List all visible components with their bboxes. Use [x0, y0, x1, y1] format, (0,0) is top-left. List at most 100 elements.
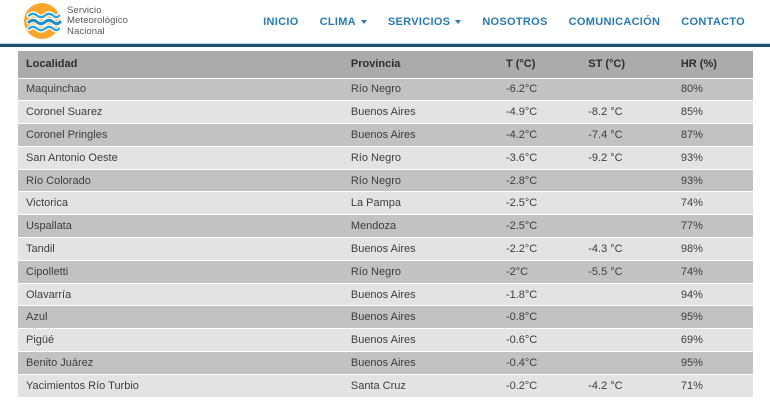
nav-item[interactable]: SERVICIOS [388, 16, 462, 28]
cell-windchill [580, 168, 673, 192]
table-row: Victorica La Pampa -2.5°C 74% [18, 191, 753, 215]
cell-windchill [580, 214, 673, 238]
cell-humidity: 80% [672, 77, 753, 101]
cell-windchill [580, 191, 673, 215]
cell-humidity: 95% [672, 305, 753, 329]
cell-provincia: Buenos Aires [342, 237, 498, 261]
cell-humidity: 74% [672, 191, 753, 215]
cell-temperature: -0.6°C [497, 328, 581, 352]
cell-provincia: Río Negro [342, 168, 498, 192]
table-row: Pigüé Buenos Aires -0.6°C 69% [18, 328, 753, 352]
cell-localidad: San Antonio Oeste [18, 145, 343, 170]
table-header-row: Localidad Provincia T (°C) ST (°C) HR (%… [18, 51, 753, 78]
nav-item[interactable]: CONTACTO [681, 15, 745, 28]
cell-windchill [580, 282, 673, 306]
smn-logo[interactable]: Servicio Meteorológico Nacional [22, 2, 128, 42]
cell-windchill [580, 305, 673, 329]
table-row: Uspallata Mendoza -2.5°C 77% [18, 214, 753, 238]
cell-localidad: Río Colorado [18, 168, 343, 192]
cell-localidad: Tandil [18, 237, 343, 261]
cell-provincia: Mendoza [342, 214, 498, 238]
cell-temperature: -4.2°C [497, 123, 581, 147]
cell-humidity: 93% [672, 145, 753, 170]
cell-windchill: -5.5 °C [580, 259, 673, 284]
weather-stations-table: Localidad Provincia T (°C) ST (°C) HR (%… [18, 51, 753, 398]
cell-provincia: Buenos Aires [342, 305, 498, 329]
cell-temperature: -2.5°C [497, 214, 581, 238]
cell-localidad: Pigüé [18, 328, 343, 352]
cell-windchill: -9.2 °C [580, 145, 673, 170]
cell-localidad: Benito Juárez [18, 351, 343, 375]
table-row: Olavarría Buenos Aires -1.8°C 94% [18, 282, 753, 306]
cell-humidity: 77% [672, 214, 753, 238]
cell-provincia: Río Negro [342, 259, 498, 284]
cell-temperature: -0.2°C [497, 373, 581, 398]
cell-windchill: -4.3 °C [580, 237, 673, 261]
header-divider-light [0, 43, 770, 44]
table-body: Maquinchao Río Negro -6.2°C 80% Coronel … [18, 77, 753, 398]
nav-item[interactable]: NOSOTROS [482, 15, 548, 28]
cell-temperature: -2.5°C [497, 191, 581, 215]
table-row: Tandil Buenos Aires -2.2°C -4.3 °C 98% [18, 237, 753, 261]
cell-temperature: -2°C [497, 259, 581, 284]
column-header-humidity: HR (%) [672, 51, 753, 78]
cell-temperature: -2.8°C [497, 168, 581, 192]
cell-provincia: La Pampa [342, 191, 498, 215]
cell-windchill: -4.2 °C [580, 373, 673, 398]
cell-localidad: Maquinchao [18, 77, 343, 101]
cell-temperature: -0.4°C [497, 351, 581, 375]
table-row: Cipolletti Río Negro -2°C -5.5 °C 74% [18, 259, 753, 284]
cell-windchill [580, 328, 673, 352]
column-header-provincia: Provincia [342, 51, 498, 78]
cell-temperature: -1.8°C [497, 282, 581, 306]
nav-item[interactable]: COMUNICACIÓN [568, 15, 661, 28]
cell-windchill: -8.2 °C [580, 100, 673, 124]
cell-provincia: Buenos Aires [342, 328, 498, 352]
cell-windchill [580, 77, 673, 101]
chevron-down-icon [455, 19, 462, 24]
cell-localidad: Yacimientos Río Turbio [18, 373, 343, 398]
cell-humidity: 95% [672, 351, 753, 375]
cell-humidity: 94% [672, 282, 753, 306]
cell-humidity: 85% [672, 100, 753, 124]
cell-provincia: Río Negro [342, 77, 498, 101]
cell-windchill [580, 351, 673, 375]
nav-item[interactable]: INICIO [263, 15, 299, 28]
cell-localidad: Azul [18, 305, 343, 329]
cell-provincia: Santa Cruz [342, 373, 498, 398]
cell-temperature: -2.2°C [497, 237, 581, 261]
column-header-localidad: Localidad [18, 51, 343, 78]
table-row: Coronel Pringles Buenos Aires -4.2°C -7.… [18, 123, 753, 147]
cell-localidad: Coronel Suarez [18, 100, 343, 124]
cell-temperature: -0.8°C [497, 305, 581, 329]
cell-humidity: 69% [672, 328, 753, 352]
column-header-temperature: T (°C) [497, 51, 581, 78]
cell-temperature: -6.2°C [497, 77, 581, 101]
table-row: Yacimientos Río Turbio Santa Cruz -0.2°C… [18, 373, 753, 398]
site-header: Servicio Meteorológico Nacional INICIO CL… [0, 0, 770, 43]
cell-temperature: -4.9°C [497, 100, 581, 124]
cell-humidity: 71% [672, 373, 753, 398]
table-row: Maquinchao Río Negro -6.2°C 80% [18, 77, 753, 101]
chevron-down-icon [360, 19, 367, 24]
cell-provincia: Río Negro [342, 145, 498, 170]
table-row: San Antonio Oeste Río Negro -3.6°C -9.2 … [18, 145, 753, 170]
main-nav: INICIO CLIMA SERVICIOS NOSOTROS COMUNICACIÓN… [263, 16, 745, 28]
cell-localidad: Cipolletti [18, 259, 343, 284]
column-header-windchill: ST (°C) [580, 51, 673, 78]
cell-provincia: Buenos Aires [342, 123, 498, 147]
nav-item[interactable]: CLIMA [320, 16, 367, 28]
brand-name: Servicio Meteorológico Nacional [67, 4, 128, 37]
table-row: Coronel Suarez Buenos Aires -4.9°C -8.2 … [18, 100, 753, 124]
cell-humidity: 98% [672, 237, 753, 261]
cell-localidad: Uspallata [18, 214, 343, 238]
cell-provincia: Buenos Aires [342, 351, 498, 375]
table-row: Río Colorado Río Negro -2.8°C 93% [18, 168, 753, 192]
table-row: Azul Buenos Aires -0.8°C 95% [18, 305, 753, 329]
cell-localidad: Olavarría [18, 282, 343, 306]
cell-localidad: Coronel Pringles [18, 123, 343, 147]
cell-localidad: Victorica [18, 191, 343, 215]
cell-humidity: 93% [672, 168, 753, 192]
cell-humidity: 87% [672, 123, 753, 147]
cell-provincia: Buenos Aires [342, 100, 498, 124]
